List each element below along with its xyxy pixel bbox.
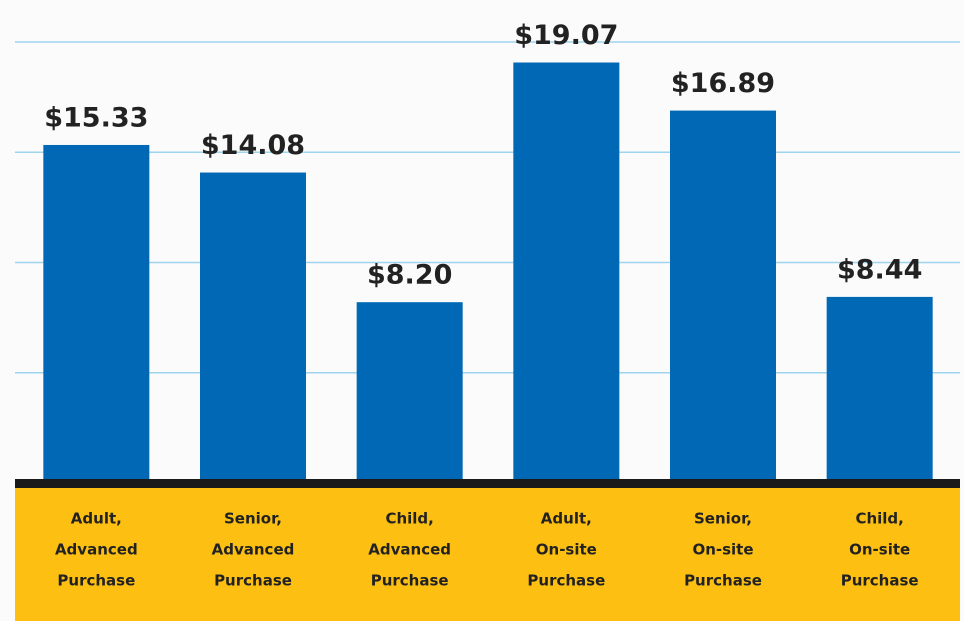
baseline (15, 479, 960, 488)
x-tick-label: On-site (692, 541, 753, 559)
x-tick-label: Advanced (55, 541, 138, 559)
value-label: $19.07 (514, 20, 618, 51)
x-tick-label: Purchase (527, 572, 605, 590)
x-tick-label: Purchase (57, 572, 135, 590)
x-tick-label: Senior, (224, 510, 282, 528)
x-tick-label: On-site (536, 541, 597, 559)
x-tick-label: Purchase (841, 572, 919, 590)
bar (826, 296, 933, 483)
bar (513, 62, 620, 483)
x-tick-label: Adult, (541, 510, 592, 528)
x-tick-label: Adult, (71, 510, 122, 528)
x-tick-label: On-site (849, 541, 910, 559)
bar (670, 110, 776, 483)
x-tick-label: Purchase (214, 572, 292, 590)
value-label: $15.33 (44, 102, 148, 133)
bar (200, 172, 306, 483)
category-band (15, 486, 960, 621)
x-tick-label: Child, (855, 510, 903, 528)
value-label: $8.44 (837, 254, 922, 285)
value-label: $8.20 (367, 260, 452, 291)
value-label: $14.08 (201, 130, 305, 161)
x-tick-label: Child, (385, 510, 433, 528)
bar (356, 302, 463, 483)
x-tick-label: Advanced (368, 541, 451, 559)
x-tick-label: Senior, (694, 510, 752, 528)
x-tick-label: Purchase (684, 572, 762, 590)
bar (43, 144, 150, 483)
x-tick-label: Advanced (212, 541, 295, 559)
value-label: $16.89 (671, 68, 775, 99)
x-tick-label: Purchase (371, 572, 449, 590)
